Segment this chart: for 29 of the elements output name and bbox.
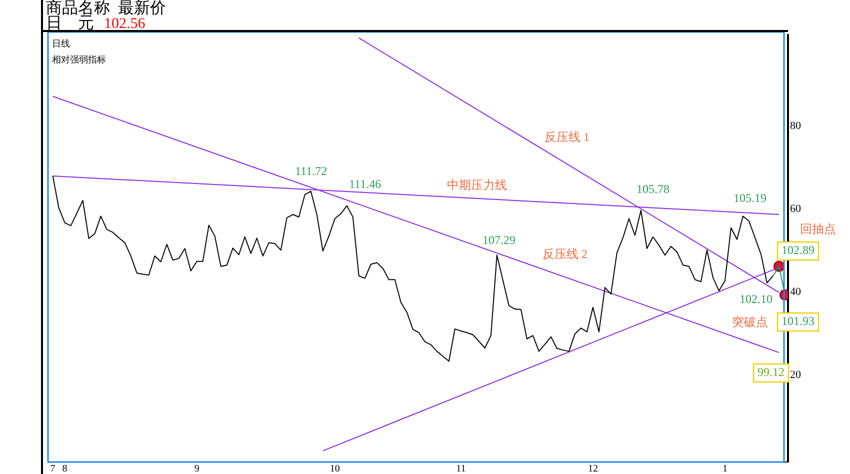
y-tick-label: 60 xyxy=(790,203,802,216)
annotation: 111.46 xyxy=(348,177,382,192)
annotation: 反压线 1 xyxy=(544,130,590,144)
annotation: 102.89 xyxy=(782,243,814,258)
annotation: 111.72 xyxy=(294,164,328,178)
y-tick-label: 20 xyxy=(790,368,802,381)
annotation: 101.93 xyxy=(782,314,814,328)
annotation: 突破点 xyxy=(732,315,768,330)
annotation: 107.29 xyxy=(482,233,516,248)
x-tick-label: 1 xyxy=(722,464,728,474)
text: 102.56 xyxy=(104,16,146,32)
annotation: 105.19 xyxy=(734,191,766,206)
annotation: 99.12 xyxy=(758,365,784,380)
x-tick-label: 8 xyxy=(62,464,68,474)
x-tick-label: 10 xyxy=(330,464,340,474)
text: 回抽点 xyxy=(800,222,836,236)
annotation: 中期压力线 xyxy=(447,178,507,192)
annotation: 日线 xyxy=(52,38,70,48)
y-tick-label: 40 xyxy=(790,286,802,298)
annotation: 反压线 2 xyxy=(542,247,588,262)
annotation: 102.10 xyxy=(740,292,772,306)
annotation: 相对强弱指标 xyxy=(52,54,106,64)
annotation: 105.78 xyxy=(636,182,670,196)
x-tick-label: 12 xyxy=(588,464,598,474)
y-tick-label: 80 xyxy=(790,120,802,132)
chart-subtitle: 日 元 xyxy=(46,15,94,32)
x-tick-label: 7 xyxy=(50,464,56,474)
x-tick-label: 11 xyxy=(456,464,466,474)
x-tick-label: 9 xyxy=(194,464,200,474)
